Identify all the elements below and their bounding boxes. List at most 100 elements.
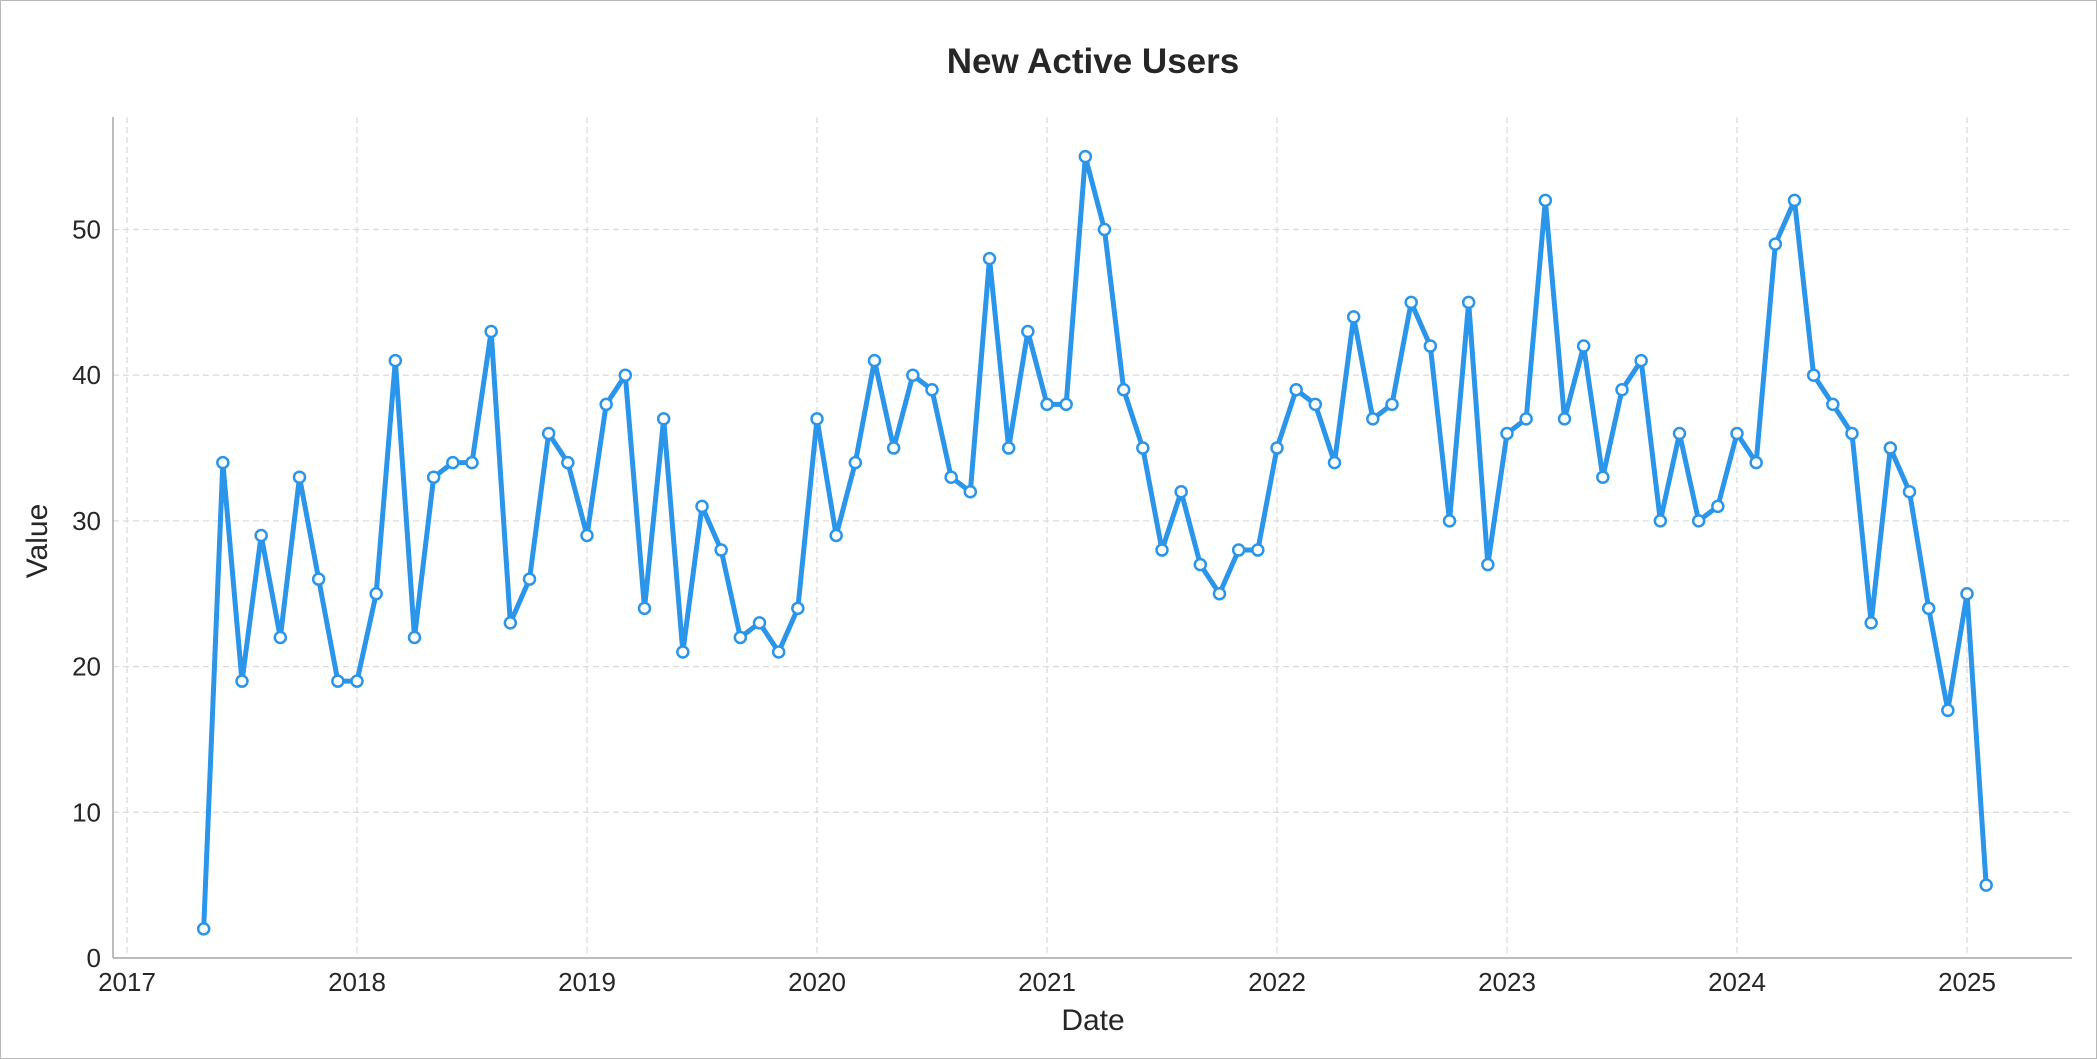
- data-point: [963, 485, 978, 499]
- data-point: [1653, 514, 1668, 528]
- data-point: [350, 674, 364, 688]
- data-point: [1845, 426, 1859, 441]
- data-point: [1346, 310, 1361, 324]
- y-tick-labels: 0 10 20 30 40 50: [72, 215, 101, 974]
- data-point: [426, 470, 441, 484]
- data-point: [1481, 557, 1495, 572]
- data-point: [714, 543, 728, 557]
- x-tick-label: 2021: [1018, 967, 1076, 997]
- data-point: [1806, 368, 1821, 382]
- data-point: [676, 645, 690, 659]
- data-point: [1231, 543, 1246, 557]
- data-point: [1136, 441, 1150, 455]
- data-point: [1787, 193, 1802, 208]
- data-point: [1672, 426, 1687, 441]
- data-point: [848, 455, 863, 470]
- data-point: [829, 528, 843, 543]
- data-point: [1519, 412, 1533, 426]
- x-tick-label: 2025: [1938, 967, 1996, 997]
- data-point: [1385, 397, 1399, 412]
- data-point: [733, 630, 748, 645]
- data-point: [1691, 514, 1706, 528]
- data-point: [925, 383, 939, 397]
- data-point: [1538, 193, 1553, 208]
- data-point: [906, 368, 920, 382]
- x-tick-label: 2023: [1478, 967, 1536, 997]
- data-point: [810, 412, 824, 426]
- data-point: [1596, 470, 1610, 484]
- data-point: [695, 499, 709, 514]
- data-point: [1097, 222, 1112, 237]
- data-point: [1768, 237, 1783, 251]
- series-line: [201, 154, 1989, 932]
- data-point: [886, 441, 901, 455]
- data-point: [867, 353, 882, 368]
- data-point: [752, 616, 767, 630]
- y-tick-label: 10: [72, 797, 101, 827]
- data-point: [1615, 383, 1629, 397]
- x-tick-label: 2019: [558, 967, 616, 997]
- data-point: [1557, 412, 1572, 426]
- data-point: [1155, 543, 1169, 557]
- data-point: [1423, 339, 1438, 353]
- x-tick-label: 2017: [98, 967, 156, 997]
- data-point: [580, 528, 594, 543]
- data-point: [292, 470, 307, 484]
- data-point: [1500, 426, 1514, 441]
- data-point: [1730, 426, 1744, 441]
- data-point: [254, 528, 268, 543]
- data-point: [1040, 397, 1054, 412]
- data-point: [1078, 149, 1093, 164]
- x-tick-label: 2020: [788, 967, 846, 997]
- data-point: [561, 455, 575, 470]
- data-point: [1289, 383, 1303, 397]
- x-axis-title: Date: [1061, 1004, 1124, 1037]
- data-point: [982, 251, 997, 266]
- data-point: [1826, 397, 1840, 412]
- data-point: [273, 630, 288, 645]
- data-point: [1174, 485, 1188, 499]
- data-point: [791, 601, 805, 616]
- data-point: [637, 601, 652, 616]
- data-point: [369, 587, 383, 601]
- data-point: [331, 674, 345, 688]
- x-tick-label: 2018: [328, 967, 386, 997]
- chart-title: New Active Users: [947, 42, 1239, 81]
- data-point: [1270, 441, 1284, 455]
- data-point: [541, 426, 556, 441]
- y-tick-label: 0: [87, 943, 101, 973]
- data-point: [1941, 703, 1955, 718]
- data-point: [465, 455, 479, 470]
- data-point: [1327, 455, 1342, 470]
- data-point: [1366, 412, 1380, 426]
- data-point: [311, 572, 326, 586]
- data-point: [1212, 587, 1227, 601]
- data-point: [1251, 543, 1265, 557]
- data-point: [196, 922, 211, 936]
- data-point: [1979, 878, 1993, 892]
- data-point: [1404, 295, 1418, 310]
- data-point: [1749, 455, 1763, 470]
- data-point: [1634, 353, 1648, 368]
- data-point: [522, 572, 537, 586]
- y-axis-title: Value: [21, 504, 54, 579]
- data-point: [1461, 295, 1476, 310]
- data-point: [599, 397, 613, 412]
- data-point: [1711, 499, 1725, 514]
- data-point: [446, 455, 460, 470]
- series-layer: [196, 149, 1993, 936]
- data-point: [1116, 383, 1131, 397]
- data-point: [1960, 587, 1974, 601]
- x-tick-label: 2022: [1248, 967, 1306, 997]
- data-point: [1059, 397, 1073, 412]
- data-point: [1308, 397, 1323, 412]
- data-point: [1921, 601, 1936, 616]
- data-point: [235, 674, 249, 688]
- data-point: [771, 645, 786, 659]
- data-point: [1193, 557, 1208, 572]
- y-tick-label: 40: [72, 360, 101, 390]
- data-point: [1902, 485, 1917, 499]
- data-point: [216, 455, 230, 470]
